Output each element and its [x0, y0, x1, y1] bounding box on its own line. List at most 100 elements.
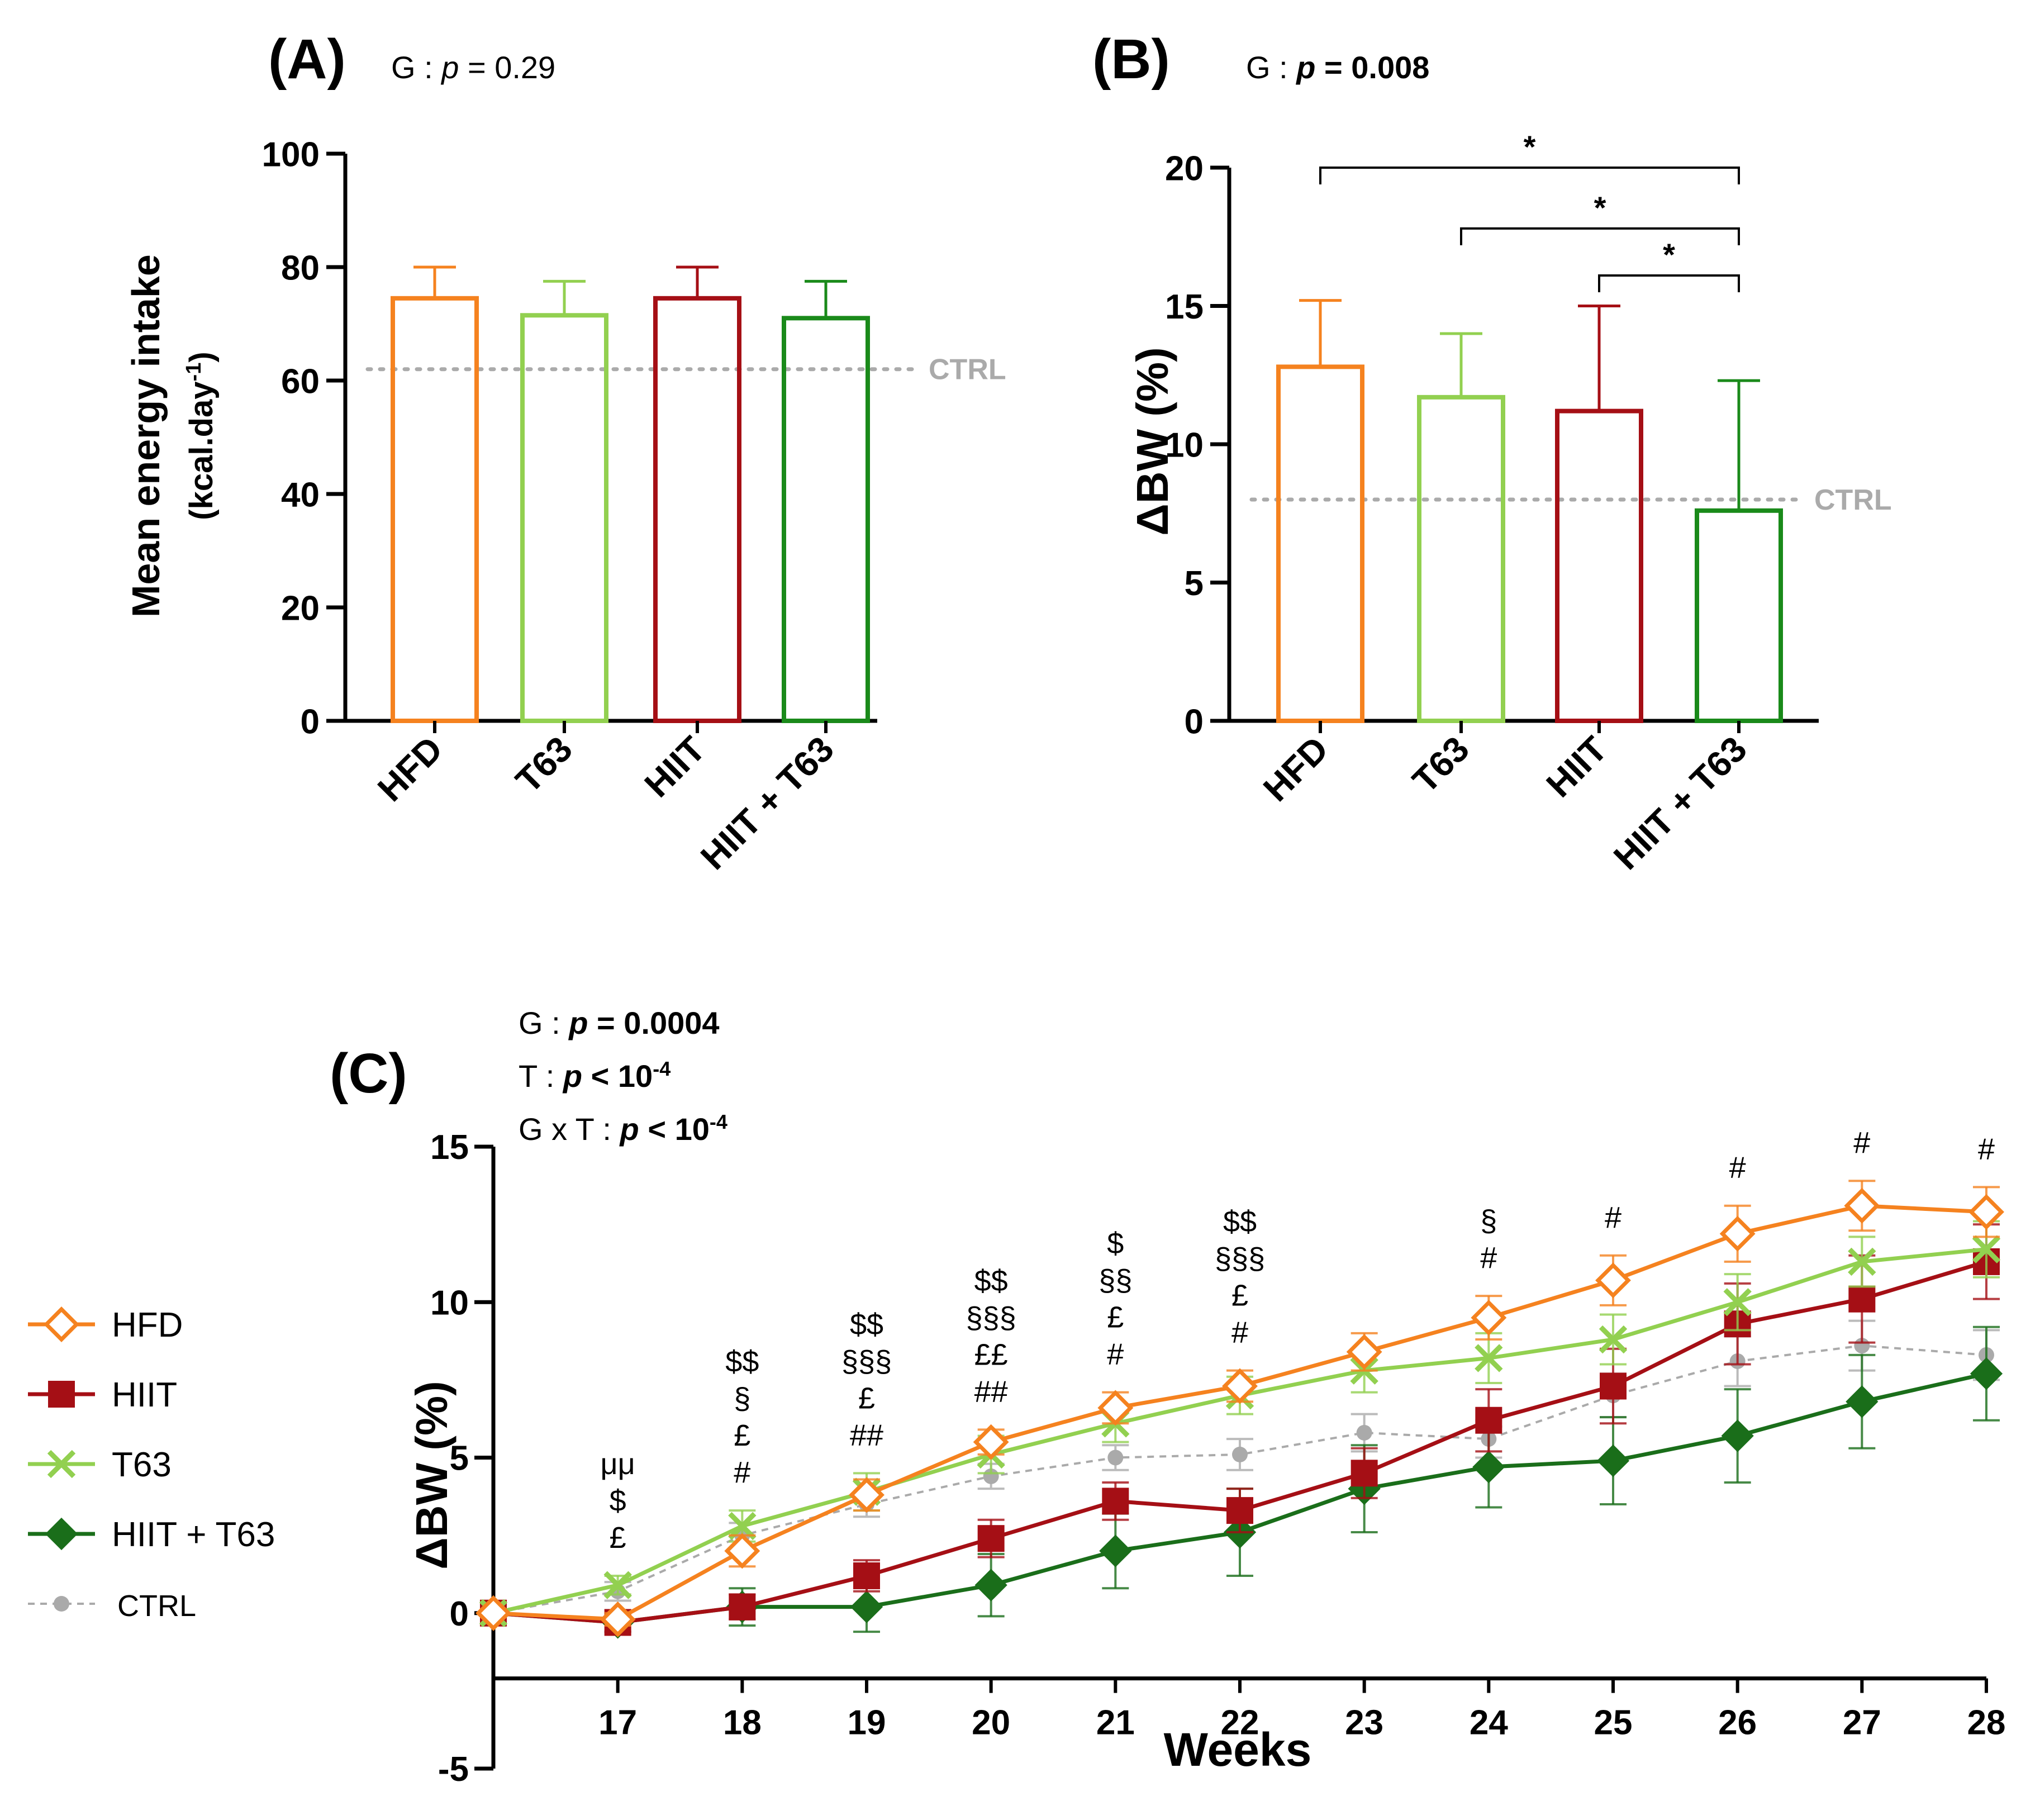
panel-c-xtick-label: 25 [1594, 1704, 1633, 1742]
panel-c-data-point [974, 1569, 1007, 1602]
panel-c-data-point [1972, 1235, 2001, 1263]
panel-a-ylabel-close: ) [183, 351, 220, 362]
panel-b-ytick-label: 10 [1165, 426, 1204, 464]
panel-c-stat-rest: < 10 [582, 1058, 653, 1094]
panel-b-category-label: HIIT + T63 [1606, 729, 1754, 877]
panel-c-annotation: §§§ [966, 1301, 1016, 1334]
panel-c-xtick-label: 17 [598, 1704, 637, 1742]
legend-label: T63 [112, 1446, 172, 1484]
panel-a-ylabel-line1: Mean energy intake [124, 254, 168, 617]
panel-c-data-point [1723, 1288, 1752, 1317]
panel-b-ytick-label: 5 [1185, 564, 1204, 603]
panel-c-annotation: # [1729, 1151, 1746, 1185]
panel-c-data-point [1848, 1247, 1876, 1276]
panel-b-bar [1555, 408, 1643, 723]
panel-c-annotation: § [734, 1382, 750, 1415]
panel-c-annotation: ## [974, 1375, 1008, 1408]
panel-b-bar [1417, 395, 1505, 723]
panel-c-data-point [1848, 1285, 1876, 1313]
panel-c-xtick-label: 22 [1221, 1704, 1259, 1742]
panel-c-data-point [1232, 1446, 1248, 1462]
panel-c-stat-rest: = 0.0004 [588, 1005, 719, 1040]
panel-a-ylabel-sup: -1 [182, 363, 206, 382]
panel-c-xtick-label: 21 [1096, 1704, 1135, 1742]
panel-c-annotation: # [1605, 1201, 1621, 1234]
panel-c-ytick-label: 0 [450, 1595, 469, 1633]
panel-c-data-point [1475, 1406, 1502, 1434]
panel-b-letter: (B) [1092, 28, 1170, 91]
legend-label: HFD [112, 1306, 183, 1344]
panel-c-data-point [1595, 1262, 1631, 1299]
panel-a-letter: (A) [268, 28, 346, 91]
panel-c-data-point [1968, 1194, 2004, 1230]
panel-b-stat-rest: = 0.008 [1315, 50, 1429, 85]
panel-c-data-point [1102, 1488, 1129, 1515]
panel-b-bar [1276, 364, 1364, 723]
panel-a-stat-rest: = 0.29 [459, 50, 555, 85]
panel-c-stat-line: T : p < 10-4 [519, 1057, 671, 1094]
panel-c-ytick-label: 15 [430, 1128, 469, 1167]
panel-c-data-point [1719, 1215, 1756, 1252]
panel-c-annotation: £ [1107, 1301, 1124, 1334]
panel-c-data-point [977, 1525, 1005, 1552]
panel-c-annotation: §§§ [841, 1344, 892, 1378]
panel-c-xtick-label: 20 [972, 1704, 1010, 1742]
panel-c-stat-prefix: T : [519, 1058, 563, 1094]
panel-c-legend: HFD HIIT T63 HIIT + T63 CTRL [28, 1306, 275, 1623]
panel-c-xtick-label: 18 [723, 1704, 762, 1742]
panel-c-annotation: £ [858, 1381, 875, 1415]
panel-b-stat-prefix: G : [1246, 50, 1296, 85]
panel-b-ytick-label: 15 [1165, 288, 1204, 326]
panel-c-annotation: ££ [974, 1338, 1008, 1371]
panel-a-ytick-label: 0 [301, 702, 320, 741]
panel-c-annotation: £ [734, 1419, 750, 1452]
panel-b-sig-star: * [1663, 237, 1675, 272]
panel-a-ylabel-unit: (kcal.day [183, 381, 220, 520]
panel-c-data-point [1346, 1334, 1382, 1370]
legend-marker [54, 1596, 69, 1612]
panel-c-xtick-label: 19 [848, 1704, 886, 1742]
panel-c-stat-rest: < 10 [639, 1111, 710, 1147]
legend-label: CTRL [117, 1589, 196, 1623]
panel-a-ytick-label: 80 [281, 249, 320, 287]
panel-c-data-point [729, 1593, 756, 1621]
panel-c-annotation: # [1107, 1338, 1124, 1371]
panel-c-stat-sup: -4 [653, 1057, 671, 1080]
panel-c-annotation: $$ [974, 1264, 1008, 1298]
panel-b-ctrl-label: CTRL [1814, 484, 1892, 516]
panel-a-stat: G : p = 0.29 [391, 50, 555, 85]
panel-b-category-label: HFD [1256, 729, 1336, 809]
panel-b-category-label: HIIT [1539, 729, 1615, 805]
panel-c-xtick-label: 24 [1470, 1704, 1508, 1742]
panel-c-ytick-label: -5 [438, 1750, 469, 1789]
panel-c-annotation: # [1978, 1132, 1995, 1166]
panel-a-category-label: HIIT + T63 [693, 729, 841, 877]
panel-b-sig-bracket [1319, 167, 1740, 184]
panel-c-data-point [1350, 1460, 1378, 1487]
panel-c-letter: (C) [330, 1042, 407, 1105]
panel-c-annotation: ## [850, 1418, 883, 1452]
panel-a-ylabel-line2: (kcal.day-1) [182, 351, 220, 520]
panel-a-stat-p: p [440, 50, 459, 85]
panel-a-bar [391, 296, 479, 723]
panel-c-data-point [1596, 1444, 1630, 1477]
panel-b-ylabel: ΔBW (%) [1128, 347, 1177, 535]
panel-a-ctrl-label: CTRL [929, 354, 1006, 386]
panel-c-annotation: §§§ [1215, 1242, 1265, 1276]
panel-c-data-point [853, 1562, 880, 1589]
panel-c-xtick-label: 26 [1718, 1704, 1757, 1742]
panel-c-annotation: # [734, 1456, 750, 1489]
panel-c-data-point [1846, 1385, 1879, 1418]
panel-c-annotation: # [1231, 1316, 1248, 1349]
panel-c-annotation: £ [610, 1521, 626, 1555]
panel-c-data-point [1475, 1344, 1503, 1372]
panel-c-data-point [1222, 1368, 1258, 1404]
panel-c-annotation: £ [1231, 1279, 1248, 1313]
panel-c-stat-sup: -4 [710, 1110, 727, 1133]
panel-b-ytick-label: 20 [1165, 149, 1204, 188]
panel-c-xtick-label: 28 [1967, 1704, 2006, 1742]
panel-b-sig-star: * [1524, 129, 1536, 164]
legend-label: HIIT + T63 [112, 1515, 275, 1554]
panel-c-stat-p: p [562, 1058, 582, 1094]
